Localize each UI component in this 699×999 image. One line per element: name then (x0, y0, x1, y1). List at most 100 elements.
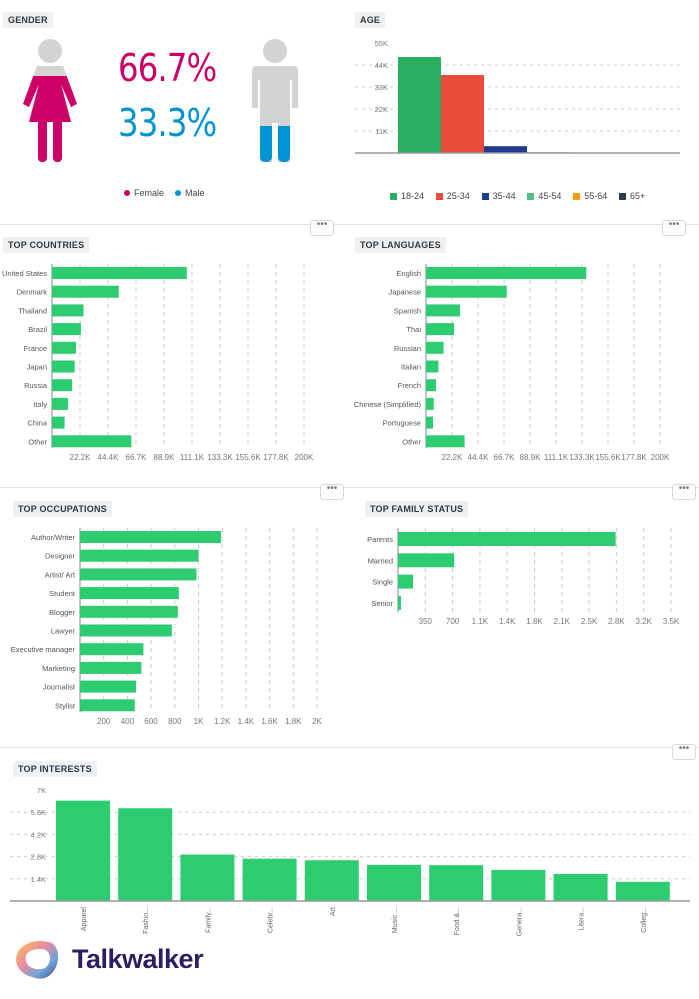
x-tick-label: 22.2K (70, 453, 92, 462)
legend-item-55-64[interactable]: 55-64 (573, 191, 607, 201)
bar-litera- (553, 873, 608, 901)
x-tick-label: 133.3K (207, 453, 233, 462)
category-label: Student (49, 589, 76, 598)
y-tick-label: 5.6K (31, 808, 46, 817)
bar-art (304, 860, 359, 901)
y-tick-label: 7K (37, 786, 46, 795)
y-tick-label: 4.2K (31, 830, 46, 839)
x-tick-label: 22.2K (442, 453, 464, 462)
x-tick-label: 1K (194, 717, 204, 726)
bar-author-writer (80, 531, 222, 543)
category-label: Brazil (28, 325, 47, 334)
bar-genera- (491, 869, 546, 901)
x-tick-label: 88.9K (154, 453, 176, 462)
bar-executive-manager (80, 643, 144, 656)
legend-swatch-icon (573, 192, 581, 200)
occupations-title: TOP OCCUPATIONS (13, 501, 112, 517)
x-tick-label: 1.8K (526, 617, 543, 626)
bar-japan (52, 360, 75, 373)
bar-thai (426, 323, 455, 336)
x-tick-label: 700 (446, 617, 460, 626)
age-title: AGE (355, 12, 386, 28)
talkwalker-logo-icon (16, 941, 59, 979)
x-tick-label: 66.7K (126, 453, 148, 462)
male-percentage: 33.3% (118, 101, 217, 145)
bar-blogger (80, 605, 178, 618)
category-label: Marketing (42, 664, 75, 673)
legend-item-35-44[interactable]: 35-44 (481, 191, 516, 201)
legend-item-45-54[interactable]: 45-54 (527, 191, 561, 201)
x-tick-label: 1.6K (261, 717, 278, 726)
category-label: Parents (367, 535, 393, 544)
category-label: Russia (24, 381, 48, 390)
category-label: Artist/ Art (45, 570, 76, 579)
bar-family- (180, 854, 235, 901)
legend-label: 55-64 (584, 191, 608, 201)
legend-swatch-icon (481, 192, 489, 200)
bar-united-states (52, 267, 187, 279)
x-tick-label: 3.5K (663, 617, 680, 626)
bar-marketing (80, 661, 142, 674)
bar-35-44 (484, 146, 527, 153)
legend-label: 35-44 (492, 191, 516, 201)
bar-italy (52, 397, 69, 410)
bar-food- (429, 865, 484, 901)
female-percentage: 66.7% (118, 46, 217, 90)
category-label: Genera... (516, 907, 523, 936)
legend-item-65+[interactable]: 65+ (619, 191, 645, 201)
languages-title: TOP LANGUAGES (355, 237, 446, 253)
divider (0, 224, 699, 225)
family-more-button[interactable]: ••• (672, 484, 696, 500)
category-label: Portuguese (383, 419, 421, 428)
category-label: Chinese (Simplified) (354, 400, 422, 409)
x-tick-label: 200 (97, 717, 111, 726)
male-figure-icon (252, 39, 298, 162)
x-tick-label: 2.1K (554, 617, 571, 626)
bar-thailand (52, 304, 84, 317)
x-tick-label: 111.1K (544, 453, 569, 462)
category-label: Thai (406, 325, 421, 334)
x-tick-label: 800 (168, 717, 182, 726)
legend-male[interactable]: Male (175, 188, 205, 198)
bar-colleg- (615, 881, 670, 901)
category-label: Celebr... (268, 907, 275, 933)
divider (0, 487, 699, 488)
bar-apparel (56, 800, 110, 901)
bar-russia (52, 379, 73, 392)
x-tick-label: 2K (312, 717, 322, 726)
category-label: Art (330, 907, 337, 916)
legend-swatch-icon (435, 192, 443, 200)
family-title: TOP FAMILY STATUS (365, 501, 469, 517)
category-label: Food &... (454, 907, 461, 935)
bar-japanese (426, 285, 507, 298)
bar-china (52, 416, 65, 429)
legend-item-18-24[interactable]: 18-24 (390, 191, 424, 201)
countries-more-button[interactable]: ••• (310, 220, 334, 236)
category-label: Fashio... (143, 907, 150, 934)
female-dot-icon (124, 190, 130, 196)
gender-title: GENDER (3, 12, 53, 28)
occupations-more-button[interactable]: ••• (320, 484, 344, 500)
bar-russian (426, 341, 444, 354)
category-label: Japanese (388, 288, 421, 297)
category-label: China (27, 419, 47, 428)
legend-female[interactable]: Female (124, 188, 164, 198)
divider (0, 747, 699, 748)
category-label: Other (402, 437, 421, 446)
bar-fashio- (118, 808, 173, 901)
legend-label: 25-34 (446, 191, 470, 201)
category-label: Spanish (394, 306, 421, 315)
category-label: Author/Writer (31, 533, 76, 542)
category-label: English (396, 269, 421, 278)
x-tick-label: 88.9K (520, 453, 542, 462)
languages-more-button[interactable]: ••• (662, 220, 686, 236)
legend-item-25-34[interactable]: 25-34 (435, 191, 470, 201)
y-tick-label: 22K (375, 105, 388, 114)
x-tick-label: 155.6K (595, 453, 621, 462)
category-label: Other (28, 437, 47, 446)
interests-more-button[interactable]: ••• (672, 744, 696, 760)
bar-france (52, 341, 76, 354)
category-label: Italy (33, 400, 47, 409)
